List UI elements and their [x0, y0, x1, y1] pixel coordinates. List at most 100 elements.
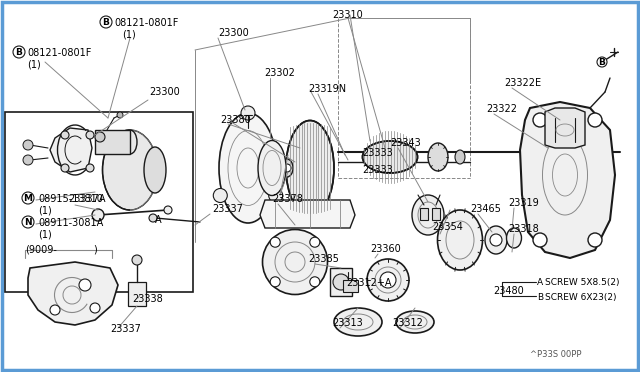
Bar — [432, 208, 440, 220]
Circle shape — [22, 192, 34, 204]
Ellipse shape — [144, 147, 166, 193]
Ellipse shape — [362, 141, 417, 173]
Text: 23319: 23319 — [508, 198, 539, 208]
Ellipse shape — [102, 130, 157, 210]
Circle shape — [310, 237, 320, 247]
Text: (1): (1) — [122, 29, 136, 39]
Circle shape — [23, 155, 33, 165]
Polygon shape — [50, 128, 92, 172]
Ellipse shape — [438, 210, 483, 270]
Text: SCREW 6X23(2): SCREW 6X23(2) — [545, 293, 616, 302]
Circle shape — [270, 277, 280, 287]
Circle shape — [86, 131, 94, 139]
Text: 23318: 23318 — [508, 224, 539, 234]
Ellipse shape — [396, 311, 434, 333]
Circle shape — [95, 132, 105, 142]
Circle shape — [22, 216, 34, 228]
Circle shape — [149, 214, 157, 222]
Ellipse shape — [367, 259, 409, 301]
Bar — [128, 282, 146, 306]
Bar — [95, 130, 130, 154]
Text: 23302: 23302 — [264, 68, 295, 78]
Circle shape — [310, 277, 320, 287]
Text: B: B — [15, 48, 22, 57]
Text: (1): (1) — [27, 59, 41, 69]
Text: 23338: 23338 — [132, 294, 163, 304]
Circle shape — [588, 233, 602, 247]
Circle shape — [270, 237, 280, 247]
Circle shape — [132, 255, 142, 265]
Text: B: B — [598, 58, 605, 67]
Circle shape — [79, 279, 91, 291]
Ellipse shape — [428, 143, 448, 171]
Circle shape — [86, 164, 94, 172]
Text: 23337: 23337 — [212, 204, 243, 214]
Text: 23360: 23360 — [370, 244, 401, 254]
Text: 23465: 23465 — [470, 204, 501, 214]
Polygon shape — [260, 200, 355, 228]
Ellipse shape — [485, 226, 507, 254]
Circle shape — [283, 164, 291, 172]
Text: 23300: 23300 — [149, 87, 180, 97]
Ellipse shape — [455, 150, 465, 164]
Text: (1): (1) — [38, 205, 52, 215]
Text: A: A — [155, 215, 162, 225]
Polygon shape — [520, 102, 615, 258]
Text: M: M — [24, 193, 33, 202]
Circle shape — [533, 113, 547, 127]
Bar — [5, 112, 193, 292]
Circle shape — [90, 303, 100, 313]
Ellipse shape — [262, 230, 328, 295]
Circle shape — [213, 189, 227, 202]
Text: (1): (1) — [38, 229, 52, 239]
Text: ^P33S 00PP: ^P33S 00PP — [530, 350, 582, 359]
Circle shape — [61, 164, 69, 172]
Text: A: A — [537, 278, 543, 287]
Circle shape — [61, 131, 69, 139]
Text: 23319N: 23319N — [308, 84, 346, 94]
Text: 23312: 23312 — [392, 318, 423, 328]
Circle shape — [269, 189, 283, 202]
Text: B: B — [102, 17, 109, 26]
Circle shape — [588, 113, 602, 127]
Text: 23480: 23480 — [493, 286, 524, 296]
Ellipse shape — [334, 308, 382, 336]
Text: 23378: 23378 — [272, 194, 303, 204]
Text: 23380: 23380 — [220, 115, 251, 125]
Text: 23312+A: 23312+A — [346, 278, 392, 288]
Text: 08121-0801F: 08121-0801F — [27, 48, 92, 58]
Text: N: N — [24, 218, 32, 227]
Bar — [330, 268, 352, 296]
Bar — [343, 280, 358, 292]
Ellipse shape — [258, 141, 286, 196]
Text: 23337: 23337 — [110, 324, 141, 334]
Text: 23322E: 23322E — [504, 78, 541, 88]
Text: 23337A: 23337A — [68, 194, 106, 204]
Text: 23300: 23300 — [218, 28, 249, 38]
Polygon shape — [28, 262, 118, 325]
Text: 23354: 23354 — [432, 222, 463, 232]
Text: SCREW 5X8.5(2): SCREW 5X8.5(2) — [545, 278, 620, 287]
Text: 23322: 23322 — [486, 104, 517, 114]
Text: 08121-0801F: 08121-0801F — [114, 18, 179, 28]
Text: 23333: 23333 — [362, 165, 393, 175]
Circle shape — [23, 140, 33, 150]
Text: 23333: 23333 — [362, 148, 393, 158]
Ellipse shape — [286, 121, 334, 215]
Text: 08911-3081A: 08911-3081A — [38, 218, 103, 228]
Circle shape — [100, 16, 112, 28]
Text: 23313: 23313 — [332, 318, 363, 328]
Text: 08915-13810: 08915-13810 — [38, 194, 103, 204]
Ellipse shape — [506, 228, 522, 248]
Bar — [420, 208, 428, 220]
Circle shape — [13, 46, 25, 58]
Ellipse shape — [281, 159, 293, 177]
Circle shape — [50, 305, 60, 315]
Ellipse shape — [412, 195, 444, 235]
Circle shape — [117, 112, 123, 118]
Circle shape — [380, 272, 396, 288]
Text: 23343: 23343 — [390, 138, 420, 148]
Circle shape — [533, 233, 547, 247]
Ellipse shape — [219, 113, 277, 223]
Text: ): ) — [93, 244, 97, 254]
